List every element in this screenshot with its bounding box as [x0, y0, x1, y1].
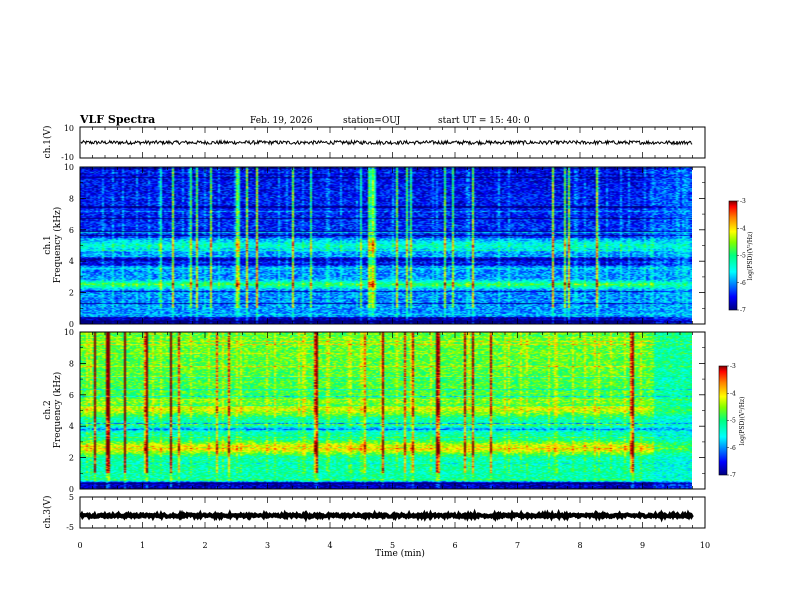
ch3-wave-ticks	[79, 497, 706, 528]
ch1-spectrogram-image	[80, 167, 692, 324]
spec2-ytick-label: 8	[69, 359, 74, 368]
x-tick-label: 6	[452, 541, 457, 550]
ch1-colorbar-tick-label: -4	[740, 225, 746, 232]
ch2-colorbar-ticks: -3 -4 -5 -6 -7	[727, 363, 736, 479]
ch2-spec-channel-label: ch.2	[43, 400, 53, 419]
ch1-colorbar-bar	[728, 200, 738, 311]
x-axis-tick-labels: 0 1 2 3 4 5 6 7 8 9 10	[77, 541, 710, 550]
ch1-colorbar-tick-label: -5	[740, 253, 746, 260]
ch2-colorbar-tick-label: -3	[730, 363, 736, 370]
ch1-spec-channel-label: ch.1	[43, 235, 53, 254]
spec2-ytick-label: 0	[69, 485, 74, 494]
ch2-colorbar-tick-label: -4	[730, 390, 736, 397]
panel-ch1-spectrogram: 0 2 4 6 8 10 ch.1 Frequency (kHz) -3 -4 -5 -6 -7 …	[43, 163, 754, 329]
spec1-ytick-label: 10	[64, 163, 74, 172]
panel-ch1-waveform: 10 -10 ch.1(V)	[42, 124, 706, 162]
ch1-spec-nodata	[692, 167, 705, 324]
ch2-colorbar-tick-label: -5	[730, 418, 736, 425]
ch1-wave-ylabel: ch.1(V)	[42, 126, 53, 159]
ch2-colorbar-tick-label: -6	[730, 445, 736, 452]
x-tick-label: 5	[390, 541, 395, 550]
spec2-ytick-label: 10	[64, 328, 74, 337]
ch1-spec-ytick-labels: 0 2 4 6 8 10	[64, 163, 74, 329]
figure-title: VLF Spectra	[79, 113, 155, 126]
ch1-spec-ylabel: Frequency (kHz)	[52, 207, 63, 284]
ch1-colorbar-tick-label: -6	[740, 280, 746, 287]
ch2-spec-ticks	[79, 331, 706, 490]
ch3-ytick-bottom: -5	[66, 523, 74, 532]
ch2-colorbar-tick-label: -7	[730, 472, 736, 479]
ch1-waveform-line	[80, 138, 693, 147]
spec1-ytick-label: 8	[69, 194, 74, 203]
spec1-ytick-label: 0	[69, 320, 74, 329]
spec2-ytick-label: 2	[69, 454, 74, 463]
x-tick-label: 0	[77, 541, 82, 550]
x-tick-label: 2	[202, 541, 207, 550]
ch1-ytick-top: 10	[64, 124, 74, 133]
ch2-colorbar-bar	[718, 365, 728, 476]
start-time-label: start UT = 15: 40: 0	[438, 116, 530, 126]
x-tick-label: 9	[640, 541, 645, 550]
spec2-ytick-label: 6	[69, 391, 74, 400]
x-tick-label: 10	[700, 541, 710, 550]
ch2-colorbar: -3 -4 -5 -6 -7 log(PSD)(V²/Hz)	[718, 363, 746, 479]
ch1-ytick-bottom: -10	[61, 153, 74, 162]
ch2-spec-ylabel: Frequency (kHz)	[52, 372, 63, 449]
ch2-colorbar-label: log(PSD)(V²/Hz)	[739, 397, 746, 446]
ch1-colorbar: -3 -4 -5 -6 -7 log(PSD)(V²/Hz)	[728, 198, 754, 314]
spec1-ytick-label: 2	[69, 289, 74, 298]
spec1-ytick-label: 4	[69, 257, 74, 266]
ch1-colorbar-tick-label: -3	[740, 198, 746, 205]
ch3-waveform-line	[79, 508, 694, 523]
ch1-spec-ticks	[79, 166, 706, 325]
ch3-wave-ylabel: ch.3(V)	[42, 496, 53, 529]
x-tick-label: 8	[577, 541, 582, 550]
panel-ch3-waveform: 5 -5 ch.3(V)	[42, 493, 706, 532]
station-label: station=OUJ	[343, 116, 401, 126]
x-tick-label: 1	[140, 541, 145, 550]
panel-ch2-spectrogram: 0 2 4 6 8 10 ch.2 Frequency (kHz) -3 -4 -5 -6 -7 …	[43, 328, 746, 494]
ch1-colorbar-label: log(PSD)(V²/Hz)	[747, 232, 754, 281]
spec1-ytick-label: 6	[69, 226, 74, 235]
ch1-wave-ticks	[79, 127, 706, 158]
ch2-spec-nodata	[692, 332, 705, 489]
ch3-ytick-top: 5	[69, 493, 74, 502]
x-axis-label: Time (min)	[375, 548, 425, 559]
ch1-colorbar-tick-label: -7	[740, 307, 746, 314]
x-tick-label: 4	[327, 541, 332, 550]
x-tick-label: 7	[515, 541, 520, 550]
ch2-spectrogram-image	[80, 332, 692, 489]
ch1-colorbar-ticks: -3 -4 -5 -6 -7	[737, 198, 746, 314]
x-tick-label: 3	[265, 541, 270, 550]
date-label: Feb. 19, 2026	[250, 116, 313, 126]
spec2-ytick-label: 4	[69, 422, 74, 431]
ch2-spec-ytick-labels: 0 2 4 6 8 10	[64, 328, 74, 494]
